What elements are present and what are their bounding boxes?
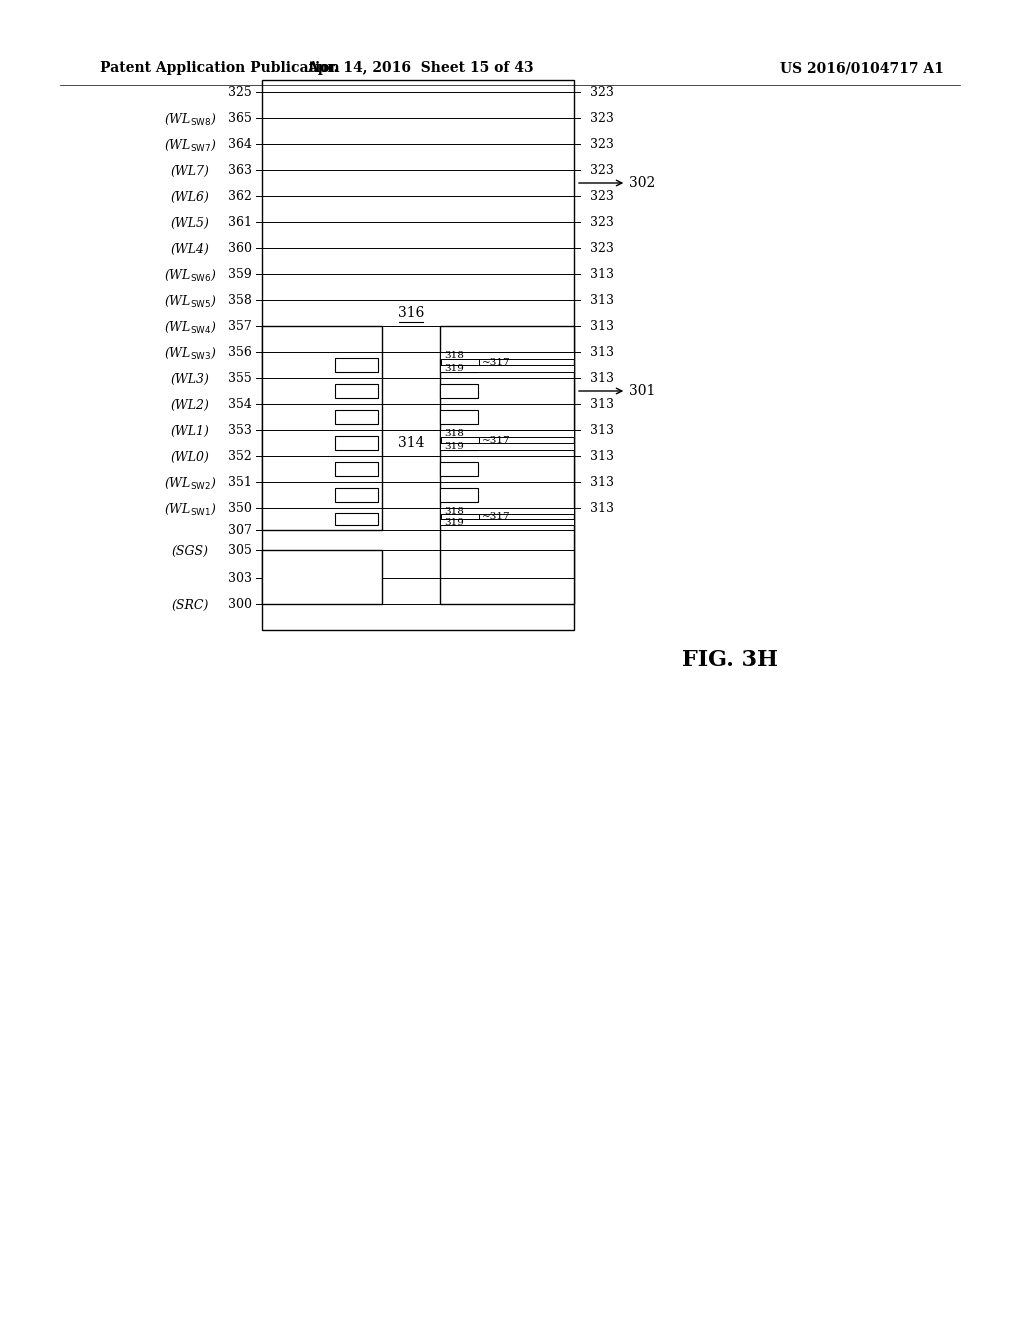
- Text: (WL2): (WL2): [171, 399, 210, 412]
- Text: 353: 353: [228, 425, 252, 437]
- Bar: [335, 411, 378, 424]
- Text: 319: 319: [444, 442, 464, 451]
- Text: 303: 303: [228, 573, 252, 586]
- Text: (WL$_{\rm SW1}$): (WL$_{\rm SW1}$): [164, 502, 216, 516]
- Bar: [441, 359, 478, 366]
- Bar: [440, 488, 478, 502]
- Text: (WL5): (WL5): [171, 216, 210, 230]
- Bar: [440, 444, 574, 450]
- Bar: [335, 488, 378, 502]
- Text: 313: 313: [590, 294, 614, 308]
- Bar: [335, 436, 378, 450]
- Text: 316: 316: [397, 306, 424, 319]
- Bar: [440, 384, 478, 397]
- Text: 352: 352: [228, 450, 252, 463]
- Text: 323: 323: [590, 243, 613, 256]
- Text: 323: 323: [590, 87, 613, 99]
- Bar: [262, 81, 574, 630]
- Bar: [440, 462, 478, 475]
- Text: 313: 313: [590, 321, 614, 334]
- Text: (WL$_{\rm SW2}$): (WL$_{\rm SW2}$): [164, 475, 216, 491]
- Text: 319: 319: [444, 517, 464, 527]
- Text: 358: 358: [228, 294, 252, 308]
- Text: 314: 314: [397, 436, 424, 450]
- Text: (WL4): (WL4): [171, 243, 210, 256]
- Text: 363: 363: [228, 165, 252, 177]
- Text: (WL0): (WL0): [171, 450, 210, 463]
- Text: 313: 313: [590, 425, 614, 437]
- Bar: [440, 508, 574, 515]
- Text: 313: 313: [590, 346, 614, 359]
- Bar: [335, 358, 378, 372]
- Text: 300: 300: [228, 598, 252, 611]
- Text: (WL3): (WL3): [171, 372, 210, 385]
- Text: 325: 325: [228, 87, 252, 99]
- Bar: [440, 352, 574, 359]
- Text: (SGS): (SGS): [171, 544, 209, 557]
- Text: (WL$_{\rm SW8}$): (WL$_{\rm SW8}$): [164, 111, 216, 127]
- Text: 360: 360: [228, 243, 252, 256]
- Text: 313: 313: [590, 399, 614, 412]
- Text: 323: 323: [590, 112, 613, 125]
- Text: 350: 350: [228, 503, 252, 516]
- Text: 354: 354: [228, 399, 252, 412]
- Text: 313: 313: [590, 503, 614, 516]
- Bar: [440, 430, 574, 437]
- Text: 305: 305: [228, 544, 252, 557]
- Bar: [335, 384, 378, 397]
- Bar: [440, 366, 574, 372]
- Text: (WL$_{\rm SW7}$): (WL$_{\rm SW7}$): [164, 137, 216, 153]
- Text: 318: 318: [444, 507, 464, 516]
- Text: (WL$_{\rm SW5}$): (WL$_{\rm SW5}$): [164, 293, 216, 309]
- Text: ~317: ~317: [481, 512, 510, 521]
- Text: FIG. 3H: FIG. 3H: [682, 649, 778, 671]
- Bar: [262, 326, 382, 531]
- Text: 301: 301: [579, 384, 655, 399]
- Text: (SRC): (SRC): [171, 598, 209, 611]
- Bar: [441, 515, 478, 519]
- Text: 361: 361: [228, 216, 252, 230]
- Text: 365: 365: [228, 112, 252, 125]
- Text: 313: 313: [590, 372, 614, 385]
- Text: 318: 318: [444, 351, 464, 360]
- Bar: [335, 462, 378, 475]
- Bar: [440, 519, 574, 525]
- Text: 323: 323: [590, 139, 613, 152]
- Bar: [440, 326, 574, 605]
- Text: 323: 323: [590, 165, 613, 177]
- Text: Patent Application Publication: Patent Application Publication: [100, 61, 340, 75]
- Text: (WL6): (WL6): [171, 190, 210, 203]
- Text: 307: 307: [228, 524, 252, 537]
- Bar: [335, 513, 378, 525]
- Text: Apr. 14, 2016  Sheet 15 of 43: Apr. 14, 2016 Sheet 15 of 43: [306, 61, 534, 75]
- Text: ~317: ~317: [481, 436, 510, 445]
- Text: 362: 362: [228, 190, 252, 203]
- Text: ~317: ~317: [481, 358, 510, 367]
- Bar: [440, 411, 478, 424]
- Text: 355: 355: [228, 372, 252, 385]
- Bar: [441, 437, 478, 444]
- Text: 323: 323: [590, 216, 613, 230]
- Text: (WL1): (WL1): [171, 425, 210, 437]
- Text: (WL7): (WL7): [171, 165, 210, 177]
- Text: 313: 313: [590, 477, 614, 490]
- Text: (WL$_{\rm SW3}$): (WL$_{\rm SW3}$): [164, 346, 216, 360]
- Text: 356: 356: [228, 346, 252, 359]
- Text: 359: 359: [228, 268, 252, 281]
- Bar: [440, 358, 478, 372]
- Text: (WL$_{\rm SW4}$): (WL$_{\rm SW4}$): [164, 319, 216, 334]
- Text: 313: 313: [590, 450, 614, 463]
- Bar: [262, 550, 382, 605]
- Text: 351: 351: [228, 477, 252, 490]
- Text: 318: 318: [444, 429, 464, 438]
- Text: 364: 364: [228, 139, 252, 152]
- Text: (WL$_{\rm SW6}$): (WL$_{\rm SW6}$): [164, 268, 216, 282]
- Text: 323: 323: [590, 190, 613, 203]
- Text: 319: 319: [444, 364, 464, 374]
- Text: 302: 302: [579, 176, 655, 190]
- Text: 357: 357: [228, 321, 252, 334]
- Text: US 2016/0104717 A1: US 2016/0104717 A1: [780, 61, 944, 75]
- Text: 313: 313: [590, 268, 614, 281]
- Bar: [440, 436, 478, 450]
